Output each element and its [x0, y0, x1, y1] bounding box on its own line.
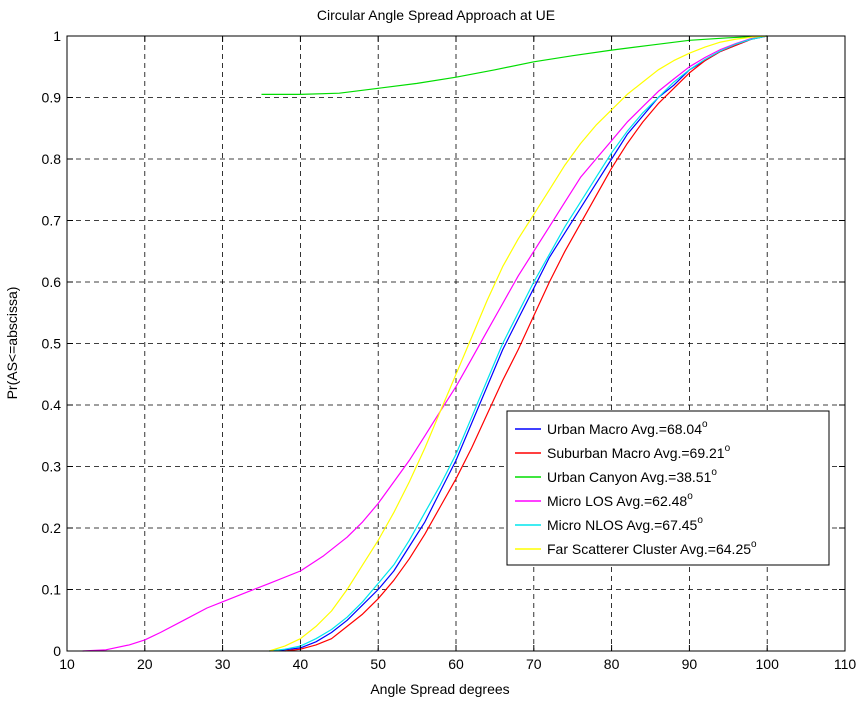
x-tick-label: 90	[682, 656, 698, 672]
series-line-5	[269, 35, 768, 652]
y-tick-label: 0.2	[42, 520, 62, 536]
degree-superscript: o	[687, 491, 693, 502]
x-tick-label: 10	[59, 656, 75, 672]
legend-label-text: Urban Canyon Avg.=38.51	[547, 469, 712, 485]
y-tick-label: 0.8	[42, 151, 62, 167]
legend-label-text: Urban Macro Avg.=68.04	[547, 421, 702, 437]
legend-label-text: Micro LOS Avg.=62.48	[547, 493, 687, 509]
degree-superscript: o	[725, 443, 731, 454]
x-tick-label: 70	[526, 656, 542, 672]
x-tick-label: 20	[137, 656, 153, 672]
y-tick-label: 0.3	[42, 459, 62, 475]
legend-label-text: Far Scatterer Cluster Avg.=64.25	[547, 541, 751, 557]
x-tick-label: 80	[604, 656, 620, 672]
y-axis-label: Pr(AS<=abscissa)	[4, 287, 20, 400]
degree-superscript: o	[702, 419, 708, 430]
series-line-3	[82, 35, 768, 652]
chart-title: Circular Angle Spread Approach at UE	[317, 7, 555, 23]
legend-label-2: Urban Canyon Avg.=38.51o	[547, 467, 717, 485]
x-axis-ticks: 10 20 30 40 50 60 70 80 90 100 110	[59, 36, 856, 672]
degree-superscript: o	[751, 539, 757, 550]
x-axis-label: Angle Spread degrees	[370, 681, 509, 697]
series-lines	[82, 35, 768, 652]
x-tick-label: 60	[448, 656, 464, 672]
y-tick-label: 0.4	[42, 397, 62, 413]
x-tick-label: 110	[834, 656, 857, 672]
legend-label-text: Micro NLOS Avg.=67.45	[547, 517, 698, 533]
x-tick-label: 30	[215, 656, 231, 672]
y-tick-label: 0.6	[42, 274, 62, 290]
series-line-0	[269, 35, 768, 652]
y-tick-label: 1	[53, 28, 61, 44]
series-line-2	[261, 35, 768, 96]
legend-label-0: Urban Macro Avg.=68.04o	[547, 419, 708, 437]
y-tick-label: 0.7	[42, 213, 62, 229]
y-tick-label: 0	[53, 643, 61, 659]
x-tick-label: 50	[370, 656, 386, 672]
x-tick-label: 40	[293, 656, 309, 672]
series-line-4	[269, 35, 768, 652]
legend-label-5: Far Scatterer Cluster Avg.=64.25o	[547, 539, 757, 557]
legend-label-3: Micro LOS Avg.=62.48o	[547, 491, 693, 509]
y-tick-label: 0.1	[42, 582, 62, 598]
y-axis-ticks: 0 0.1 0.2 0.3 0.4 0.5 0.6 0.7 0.8 0.9 1	[42, 28, 845, 659]
legend-label-1: Suburban Macro Avg.=69.21o	[547, 443, 731, 461]
degree-superscript: o	[697, 515, 703, 526]
y-tick-label: 0.9	[42, 90, 62, 106]
x-tick-label: 100	[756, 656, 780, 672]
series-line-1	[284, 35, 768, 652]
legend-label-4: Micro NLOS Avg.=67.45o	[547, 515, 703, 533]
degree-superscript: o	[711, 467, 717, 478]
legend-box	[506, 410, 830, 566]
y-tick-label: 0.5	[42, 336, 62, 352]
legend-label-text: Suburban Macro Avg.=69.21	[547, 445, 725, 461]
